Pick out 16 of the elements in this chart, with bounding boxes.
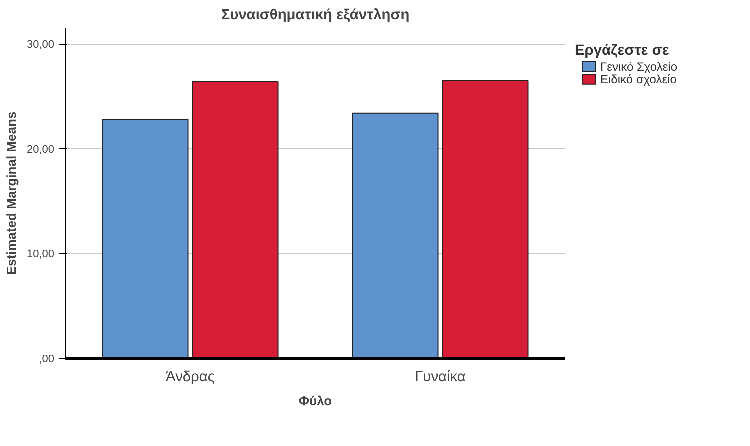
y-tick-label: 20,00: [26, 144, 55, 156]
x-axis-title: Φύλο: [298, 394, 332, 408]
legend-title: Εργάζεστε σε: [575, 42, 670, 59]
y-axis-title: Estimated Marginal Means: [4, 112, 19, 276]
y-tick-label: ,00: [39, 354, 55, 366]
chart-title: Συναισθηματική εξάντληση: [221, 8, 410, 24]
bar: [102, 119, 189, 358]
y-tick-label: 10,00: [26, 248, 55, 261]
y-tick-label: 30,00: [26, 39, 55, 52]
x-tick-label: Άνδρας: [166, 370, 215, 386]
bar: [442, 80, 529, 358]
x-tick-label: Γυναίκα: [415, 370, 466, 386]
legend-label: Γενικό Σχολείο: [600, 60, 678, 74]
bar: [192, 81, 279, 358]
bar: [352, 112, 439, 358]
legend-label: Ειδικό σχολείο: [600, 72, 678, 87]
